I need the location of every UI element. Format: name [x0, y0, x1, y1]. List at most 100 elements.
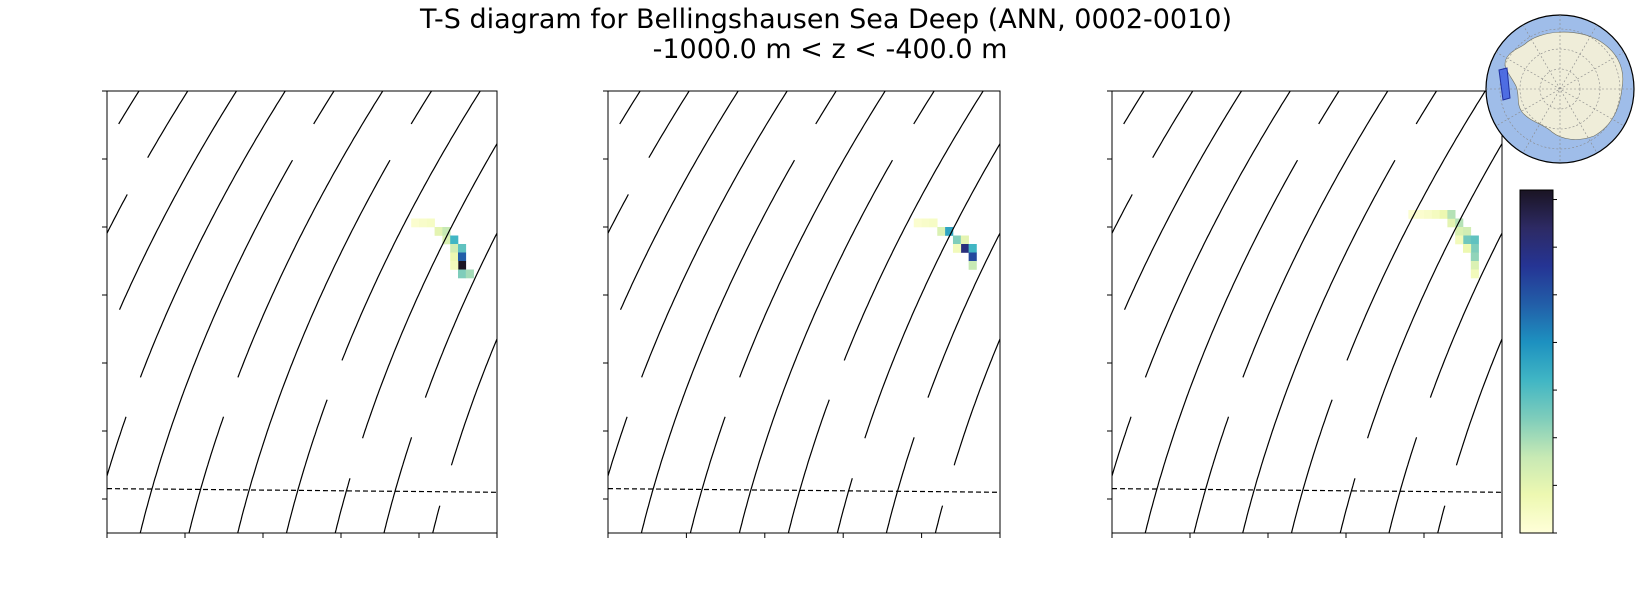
contour-label-bg	[820, 357, 853, 403]
contour-label-bg	[843, 435, 874, 481]
contour-label-bg	[1112, 306, 1133, 352]
colorbar	[1519, 189, 1557, 534]
heatmap-cell	[465, 269, 474, 279]
contour-label-bg	[318, 357, 351, 403]
contour-label-bg	[107, 306, 128, 352]
contour-label-bg	[786, 119, 824, 165]
density-contour	[1112, 91, 1243, 341]
heatmap-cell	[1447, 210, 1456, 219]
panel-1	[102, 90, 498, 538]
density-contour	[107, 91, 238, 341]
contour-label-bg	[117, 374, 149, 420]
heatmap-cell	[458, 244, 467, 253]
heatmap-cell	[913, 218, 922, 228]
contour-label-bg	[1219, 374, 1252, 420]
contour-label-bg	[382, 119, 419, 165]
density-contour	[738, 91, 935, 533]
contour-label-bg	[1124, 153, 1161, 199]
heatmap-cell	[1463, 235, 1472, 245]
heatmap-cell	[1470, 261, 1479, 270]
contour-label-bg	[214, 374, 247, 420]
density-contour	[1339, 142, 1502, 533]
heatmap-cell	[1455, 218, 1464, 228]
density-contour	[107, 91, 286, 479]
contour-label-bg	[107, 119, 127, 165]
contour-label-bg	[716, 374, 748, 420]
heatmap-cell	[968, 244, 977, 253]
heatmap-cell	[1470, 244, 1479, 253]
contour-label-bg	[1289, 119, 1327, 165]
heatmap-cell	[929, 218, 938, 228]
heatmap-cell	[937, 227, 946, 236]
contour-label-bg	[1112, 119, 1132, 165]
axes-frame	[1111, 90, 1503, 534]
contour-label-bg	[284, 119, 322, 165]
contour-label-bg	[905, 394, 937, 441]
heatmap-cell	[1455, 227, 1464, 236]
heatmap-cell	[1408, 210, 1417, 219]
heatmap-cell	[952, 244, 962, 253]
contour-label-bg	[1323, 357, 1356, 403]
density-contour	[885, 231, 1000, 533]
heatmap-cell	[960, 235, 969, 245]
heatmap-cell	[968, 261, 977, 270]
map-meridian	[1522, 24, 1598, 154]
freezing-line	[608, 488, 1000, 493]
contour-label-bg	[608, 306, 629, 352]
heatmap-cell	[1470, 235, 1479, 245]
contour-label-bg	[430, 462, 460, 509]
contour-label-bg	[1387, 119, 1424, 165]
density-contour	[1112, 91, 1291, 479]
density-contour	[107, 91, 189, 235]
density-contour	[1112, 91, 1194, 235]
map-meridian	[1495, 51, 1625, 127]
contour-label-bg	[1435, 462, 1465, 509]
heatmap-cell	[1470, 252, 1479, 262]
density-contour	[1437, 337, 1502, 533]
contour-label-bg	[884, 119, 922, 165]
heatmap-cell	[1424, 210, 1433, 219]
axes-frame	[607, 90, 1001, 534]
map-meridian	[1495, 51, 1625, 127]
contour-label-bg	[1407, 394, 1439, 441]
heatmap-cell	[434, 227, 443, 236]
panels	[102, 90, 1503, 538]
heatmap-cell	[442, 227, 451, 236]
contour-label-bg	[119, 153, 156, 199]
density-contour	[608, 91, 690, 235]
panel-2	[603, 90, 1001, 538]
density-contour	[608, 91, 788, 479]
density-contour	[334, 142, 497, 533]
heatmap-cell	[1470, 269, 1479, 279]
figure-subtitle: -1000.0 m < z < -400.0 m	[653, 34, 1008, 65]
density-contour	[689, 91, 886, 533]
heatmap-cell	[450, 244, 459, 253]
heatmap-cell	[952, 235, 962, 245]
inset-map	[1485, 14, 1635, 164]
heatmap-cell	[1455, 235, 1464, 245]
heatmap-cell	[411, 218, 420, 228]
panel-3	[1107, 90, 1503, 538]
heatmap-cell	[450, 252, 459, 262]
heatmap-cell	[450, 235, 459, 245]
density-contour	[787, 91, 984, 533]
freezing-line	[1112, 488, 1502, 493]
heatmap-cell	[426, 218, 435, 228]
heatmap-cell	[442, 235, 451, 245]
heatmap-cell	[1416, 210, 1425, 219]
contour-label-bg	[620, 153, 657, 199]
freezing-line	[107, 488, 497, 493]
heatmap-cell	[1463, 244, 1472, 253]
contour-label-bg	[402, 394, 434, 441]
contour-label-bg	[608, 119, 628, 165]
contour-label-bg	[341, 435, 371, 481]
density-contour	[188, 91, 384, 533]
density-contour	[1242, 91, 1438, 533]
heatmap-cell	[945, 227, 954, 236]
axes-frame	[106, 90, 498, 534]
density-contour	[139, 91, 335, 533]
density-contour	[1193, 91, 1389, 533]
density-contour	[1144, 91, 1340, 533]
panel-plot-area	[1112, 91, 1502, 533]
